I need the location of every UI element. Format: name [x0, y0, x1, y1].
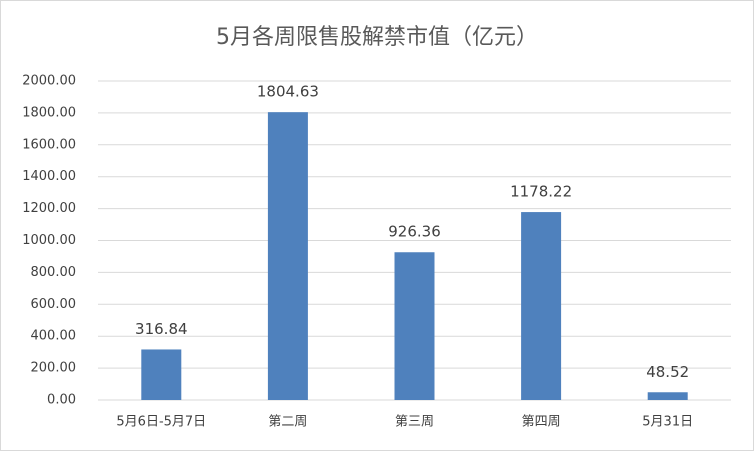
y-tick-label: 1400.00 [22, 169, 76, 184]
bar [521, 212, 562, 400]
bar [394, 252, 435, 400]
y-tick-label: 1200.00 [22, 201, 76, 216]
y-tick-label: 800.00 [31, 265, 77, 280]
data-label: 1178.22 [510, 183, 572, 201]
x-tick-label: 5月31日 [642, 415, 693, 430]
y-tick-label: 200.00 [31, 361, 77, 376]
bar [267, 112, 308, 401]
x-tick-label: 5月6日-5月7日 [116, 415, 206, 430]
bar [647, 392, 688, 400]
x-tick-label: 第三周 [395, 415, 434, 430]
data-label: 926.36 [388, 223, 441, 241]
x-tick-label: 第二周 [268, 415, 307, 430]
y-tick-label: 1000.00 [22, 233, 76, 248]
y-tick-label: 2000.00 [22, 74, 76, 89]
bar [141, 349, 182, 400]
data-label: 48.52 [646, 363, 689, 381]
data-label: 1804.63 [257, 83, 319, 101]
y-tick-label: 0.00 [47, 393, 76, 408]
x-tick-label: 第四周 [522, 415, 561, 430]
data-label: 316.84 [135, 320, 188, 338]
chart-title: 5月各周限售股解禁市值（亿元） [216, 25, 538, 50]
y-tick-label: 1600.00 [22, 137, 76, 152]
y-tick-label: 1800.00 [22, 105, 76, 120]
y-tick-label: 400.00 [31, 329, 77, 344]
y-tick-label: 600.00 [31, 297, 77, 312]
